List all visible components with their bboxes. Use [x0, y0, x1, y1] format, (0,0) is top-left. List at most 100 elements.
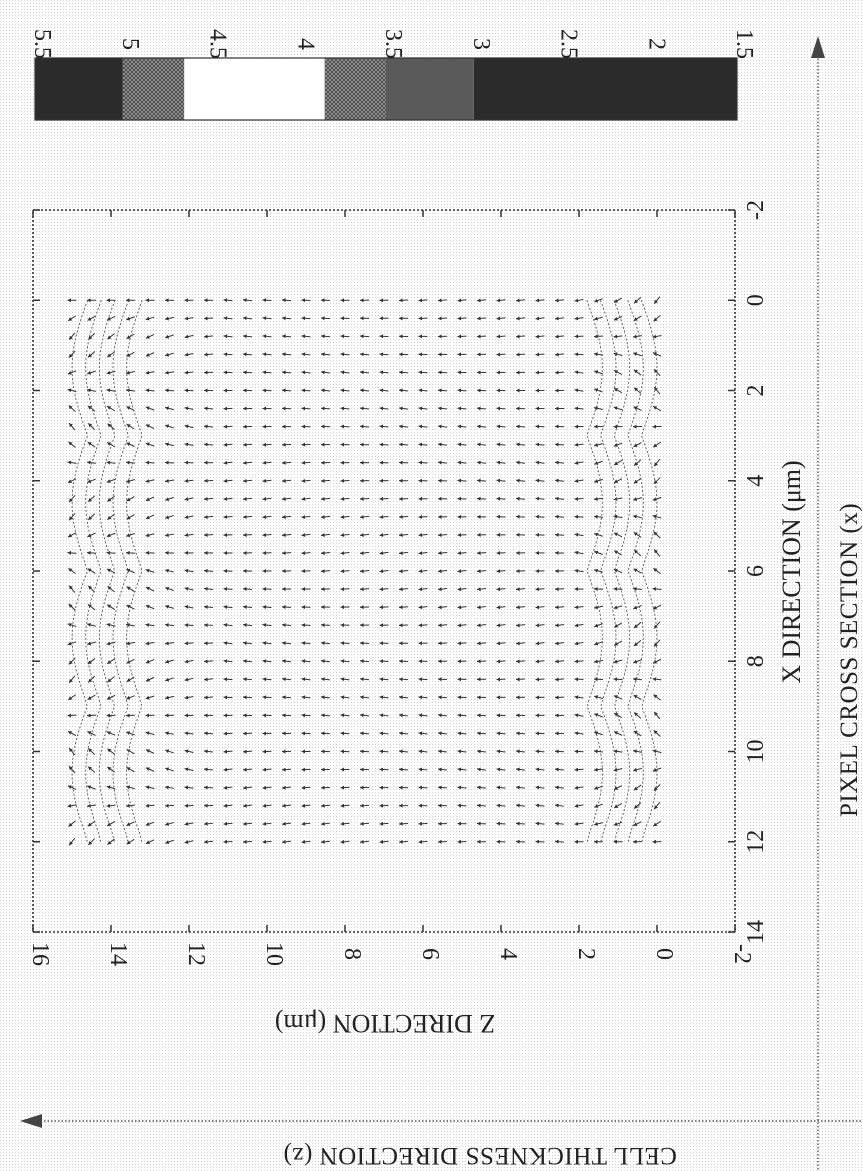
vector-head-483: [301, 569, 306, 574]
vector-head-577: [282, 623, 286, 628]
vector-head-394: [223, 514, 228, 519]
vector-head-315: [555, 478, 559, 483]
vector-head-127: [594, 370, 599, 375]
vector-head-574: [340, 623, 345, 628]
vector-head-832: [145, 767, 150, 771]
vector-head-68: [535, 334, 540, 339]
vector-head-298: [282, 460, 286, 465]
vector-head-833: [126, 767, 131, 771]
vector-head-579: [243, 623, 247, 628]
vector-head-137: [399, 370, 403, 375]
vector-head-73: [438, 334, 442, 339]
vector-head-525: [88, 585, 93, 590]
vector-head-686: [574, 695, 579, 700]
vector-head-782: [516, 749, 520, 754]
vector-head-210: [184, 406, 189, 411]
vector-head-867: [67, 785, 72, 790]
vector-head-163: [496, 388, 501, 393]
vector-head-317: [516, 478, 520, 483]
vector-head-887: [282, 803, 286, 808]
vector-head-512: [340, 587, 345, 592]
vector-head-689: [516, 695, 520, 700]
colorbar-tick-label-7: 2: [643, 38, 669, 50]
vector-head-619: [67, 641, 72, 646]
vector-head-413: [457, 532, 462, 537]
vector-head-898: [67, 803, 72, 808]
vector-head-447: [399, 551, 403, 556]
vector-head-853: [340, 785, 345, 790]
vector-head-355: [379, 496, 384, 501]
vector-head-123: [68, 353, 73, 358]
vector-head-803: [107, 748, 112, 753]
vector-head-709: [126, 695, 131, 700]
vector-head-545: [301, 605, 306, 610]
vector-head-320: [457, 478, 462, 483]
vector-head-459: [165, 550, 169, 555]
vector-head-311: [633, 479, 638, 484]
vector-head-548: [243, 605, 247, 609]
vector-head-283: [574, 460, 579, 465]
vector-head-99: [535, 352, 540, 357]
y-tick-label-0: -2: [729, 944, 755, 964]
vector-head-882: [379, 803, 384, 808]
vector-head-837: [653, 786, 658, 791]
contour-line-3: [85, 300, 102, 842]
vector-head-174: [282, 388, 286, 393]
vector-head-324: [379, 478, 384, 483]
vector-head-149: [165, 370, 169, 375]
vector-head-748: [574, 731, 579, 736]
vector-head-442: [496, 550, 501, 555]
vector-head-179: [184, 388, 189, 393]
vector-head-410: [516, 532, 520, 537]
vector-head-198: [418, 406, 423, 411]
vector-head-551: [184, 604, 189, 609]
vector-head-397: [165, 515, 170, 520]
vector-head-957: [126, 840, 131, 845]
vector-head-958: [107, 840, 112, 845]
vector-head-907: [496, 821, 501, 826]
vector-head-274: [145, 442, 150, 447]
vector-head-201: [360, 406, 364, 411]
vector-head-614: [165, 641, 169, 646]
vector-head-912: [399, 821, 403, 826]
vector-head-376: [574, 514, 579, 519]
vector-head-265: [321, 442, 325, 447]
vector-head-457: [204, 550, 208, 555]
vector-head-168: [399, 388, 403, 393]
vector-head-425: [223, 532, 228, 537]
vector-head-66: [574, 334, 579, 339]
vector-head-741: [106, 713, 111, 718]
x-tick-label-1: 0: [743, 294, 769, 306]
vector-head-159: [574, 388, 579, 393]
vector-head-339: [87, 479, 92, 483]
vector-head-47: [340, 316, 345, 321]
vector-head-699: [321, 695, 325, 700]
vector-head-476: [438, 569, 442, 574]
vector-head-284: [555, 460, 559, 465]
vector-head-900: [633, 822, 638, 826]
vector-head-631: [438, 659, 442, 664]
vector-head-811: [555, 767, 559, 772]
vector-head-184: [87, 388, 91, 393]
vector-head-634: [379, 659, 384, 664]
vector-head-8: [496, 298, 501, 303]
vector-head-70: [496, 334, 501, 339]
vector-head-445: [438, 551, 442, 556]
vector-head-204: [301, 406, 306, 411]
vector-head-790: [360, 749, 364, 754]
vector-head-221: [574, 424, 579, 429]
vector-head-593: [574, 641, 579, 646]
vector-head-489: [184, 568, 189, 573]
vector-head-540: [399, 605, 403, 610]
x-tick-label-0: -2: [743, 200, 769, 220]
vector-head-11: [438, 298, 442, 303]
vector-head-343: [613, 497, 618, 501]
vector-head-569: [438, 623, 442, 628]
vector-head-371: [68, 498, 73, 503]
vector-head-541: [379, 605, 384, 610]
vector-head-510: [379, 587, 384, 592]
vector-head-590: [633, 642, 638, 647]
y-tick-label-9: 16: [27, 942, 53, 966]
vector-head-702: [262, 695, 267, 700]
vector-head-573: [360, 623, 364, 628]
